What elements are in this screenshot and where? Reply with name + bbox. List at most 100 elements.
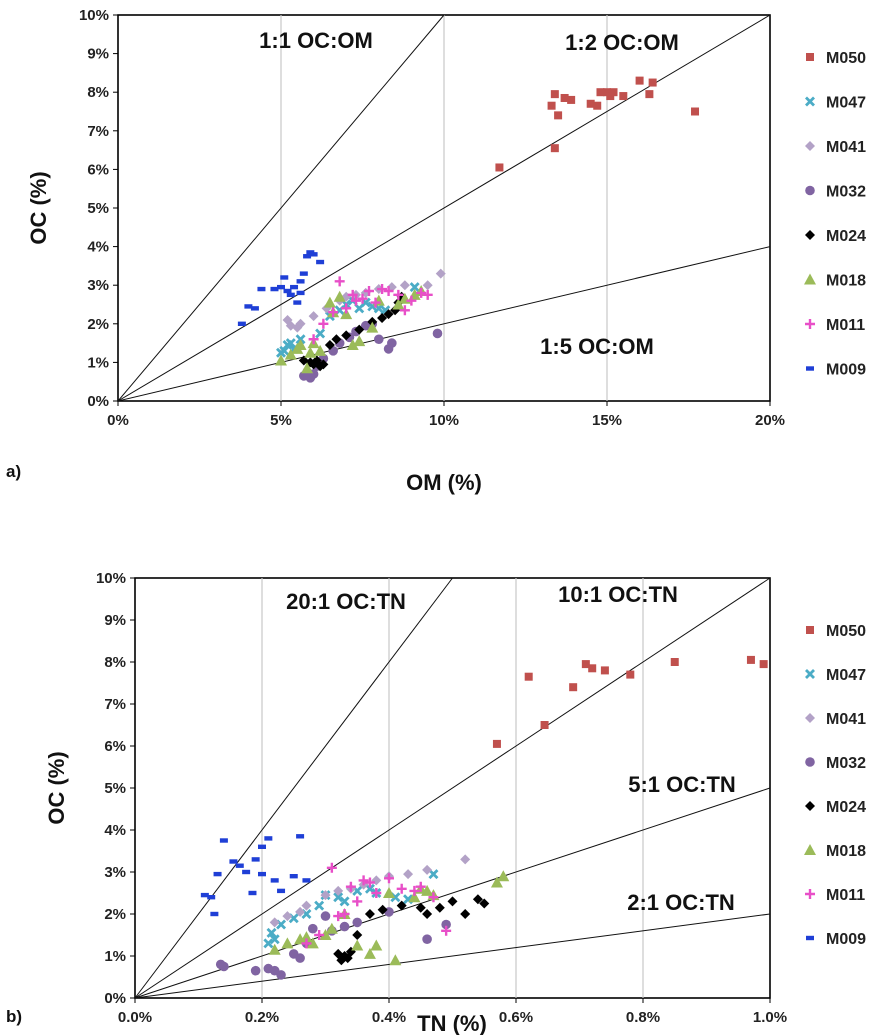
y-ticks-a: 0% 1% 2% 3% 4% 5% 6% 7% 8% 9% 10% bbox=[79, 7, 118, 410]
series-m011 bbox=[308, 276, 433, 345]
data-point bbox=[363, 947, 376, 959]
data-point bbox=[396, 900, 407, 911]
legend-marker-x bbox=[805, 96, 815, 107]
data-point bbox=[318, 318, 329, 329]
series-m011 bbox=[301, 862, 452, 949]
legend-label: M047 bbox=[826, 667, 866, 684]
data-point bbox=[364, 909, 375, 919]
data-point bbox=[328, 307, 339, 318]
data-point bbox=[323, 296, 336, 308]
data-point bbox=[392, 298, 405, 310]
legend-b: M050 M047 M041 M032 M024 M018 M011 M009 bbox=[804, 623, 866, 948]
legend-item-m032: M032 bbox=[805, 184, 866, 201]
data-point bbox=[569, 683, 578, 692]
data-point bbox=[283, 288, 292, 294]
series-m050 bbox=[492, 655, 768, 748]
data-point bbox=[219, 838, 228, 843]
legend-label: M050 bbox=[826, 623, 866, 640]
x-tick-label: 1.0% bbox=[753, 1009, 787, 1026]
data-point bbox=[277, 888, 286, 894]
data-point bbox=[213, 871, 222, 877]
legend-item-m041: M041 bbox=[805, 711, 866, 728]
data-point bbox=[315, 328, 326, 339]
data-point bbox=[524, 672, 533, 681]
data-point bbox=[354, 324, 365, 335]
x-tick-label: 0% bbox=[107, 412, 129, 429]
data-point bbox=[339, 909, 350, 919]
data-point bbox=[497, 870, 510, 882]
legend-marker-diamond bbox=[805, 230, 815, 240]
y-tick-label: 2% bbox=[104, 906, 126, 923]
data-point bbox=[383, 887, 395, 898]
data-point bbox=[648, 78, 657, 87]
legend-marker-triangle bbox=[804, 273, 816, 285]
data-point bbox=[308, 334, 319, 345]
reference-line bbox=[117, 14, 771, 402]
legend-a: M050 M047 M041 M032 M024 M018 M011 M009 bbox=[804, 50, 866, 379]
data-point bbox=[358, 875, 369, 886]
data-point bbox=[399, 280, 410, 291]
legend-item-m018: M018 bbox=[804, 843, 866, 860]
data-point bbox=[567, 95, 576, 104]
data-point bbox=[626, 670, 635, 679]
legend-marker-diamond bbox=[805, 713, 815, 723]
data-point bbox=[339, 896, 350, 907]
data-point bbox=[302, 878, 311, 883]
data-point bbox=[387, 338, 397, 348]
ratio-label-10-1-tn: 10:1 OC:TN bbox=[558, 582, 678, 607]
data-point bbox=[308, 923, 318, 934]
data-point bbox=[415, 902, 426, 913]
y-tick-label: 4% bbox=[87, 239, 109, 256]
x-tick-label: 10% bbox=[429, 412, 459, 429]
data-point bbox=[366, 321, 379, 333]
data-point bbox=[432, 328, 443, 339]
data-point bbox=[341, 303, 352, 314]
data-point bbox=[263, 938, 274, 949]
legend-marker-circle bbox=[805, 757, 815, 767]
data-point bbox=[357, 293, 368, 304]
reference-line bbox=[134, 577, 453, 999]
data-point bbox=[296, 290, 305, 296]
data-point bbox=[428, 892, 439, 903]
data-point bbox=[258, 871, 266, 877]
data-point bbox=[421, 884, 434, 896]
data-point bbox=[250, 306, 259, 311]
data-points-b bbox=[200, 655, 768, 980]
legend-item-m011: M011 bbox=[805, 317, 865, 334]
data-point bbox=[554, 111, 563, 120]
data-point bbox=[479, 898, 490, 909]
data-point bbox=[406, 295, 417, 306]
x-tick-label: 0.8% bbox=[626, 1009, 660, 1026]
reference-lines-b bbox=[134, 577, 771, 999]
series-m024 bbox=[333, 894, 490, 966]
data-points-a bbox=[237, 76, 700, 383]
data-point bbox=[619, 92, 628, 101]
data-point bbox=[586, 99, 595, 108]
data-point bbox=[371, 888, 382, 898]
data-point bbox=[408, 891, 421, 903]
legend-marker-triangle bbox=[804, 844, 816, 855]
legend-marker-dash bbox=[806, 366, 814, 371]
data-point bbox=[645, 90, 654, 99]
y-axis-title-b: OC (%) bbox=[44, 751, 69, 824]
data-point bbox=[384, 873, 394, 884]
data-point bbox=[340, 308, 353, 320]
x-axis-title-a: OM (%) bbox=[406, 470, 482, 495]
data-point bbox=[383, 285, 394, 296]
legend-label: M009 bbox=[826, 931, 866, 948]
data-point bbox=[334, 276, 345, 287]
data-point bbox=[304, 346, 317, 358]
legend-item-m050: M050 bbox=[806, 623, 866, 640]
data-point bbox=[296, 279, 305, 284]
x-ticks-b: 0.0% 0.2% 0.4% 0.6% 0.8% 1.0% bbox=[118, 998, 787, 1026]
data-point bbox=[341, 330, 352, 341]
data-point bbox=[331, 334, 342, 345]
data-point bbox=[403, 869, 414, 880]
data-point bbox=[319, 929, 332, 940]
legend-label: M024 bbox=[826, 228, 866, 245]
legend-item-m009: M009 bbox=[806, 362, 866, 379]
data-point bbox=[244, 304, 253, 309]
data-point bbox=[289, 874, 298, 879]
data-point bbox=[422, 864, 433, 875]
data-point bbox=[560, 93, 569, 102]
